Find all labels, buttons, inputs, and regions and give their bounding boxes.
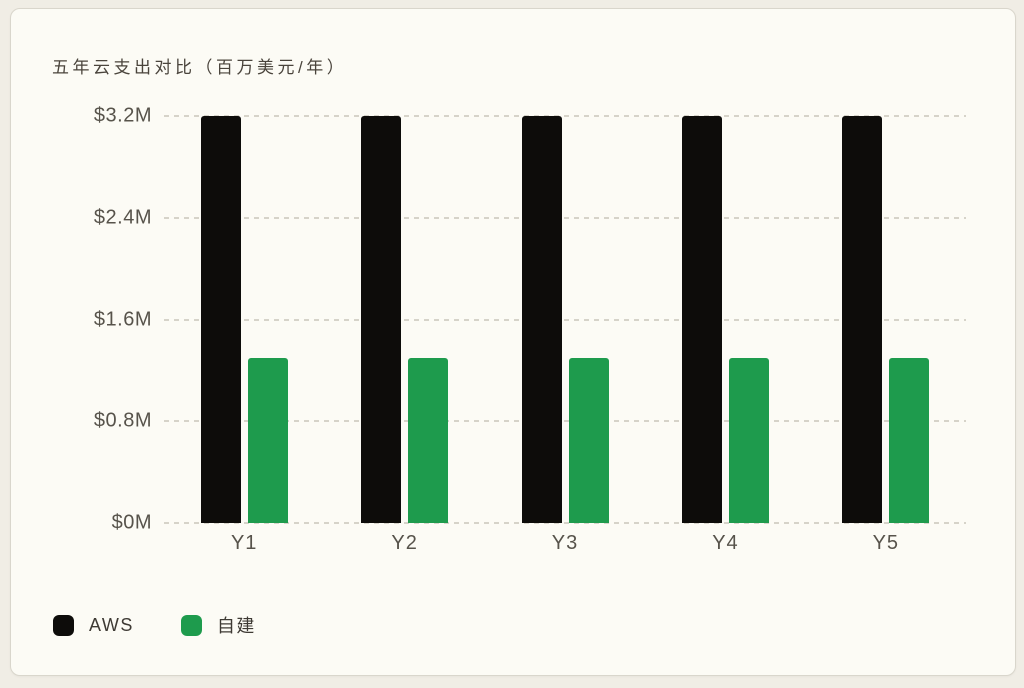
gridline-$1.6M	[164, 318, 966, 321]
legend-label: 自建	[216, 616, 256, 636]
bar-group-Y5	[806, 116, 966, 523]
bar-AWS-Y2	[361, 116, 402, 523]
gridline-$0.8M	[164, 420, 966, 423]
bar-AWS-Y3	[521, 116, 562, 523]
x-tick-label-Y5: Y5	[872, 532, 900, 554]
bar-自建-Y5	[889, 357, 930, 523]
legend-label: AWS	[89, 614, 134, 635]
legend-item-自建: 自建	[180, 612, 256, 638]
legend-item-AWS: AWS	[53, 614, 134, 636]
bar-group-Y4	[645, 116, 805, 523]
chart-card: 五年云支出对比（百万美元/年） $3.2M $2.4M $1.6M $0.8M $0M …	[10, 8, 1016, 676]
y-tick-label: $0.8M	[93, 409, 152, 432]
legend-swatch-icon	[53, 614, 74, 636]
y-tick-label: $1.6M	[93, 308, 152, 330]
bar-group-Y1	[164, 116, 324, 523]
x-axis: Y1 Y2 Y3 Y4 Y5	[164, 532, 966, 562]
bar-自建-Y2	[408, 357, 449, 523]
legend: AWS 自建	[53, 612, 256, 638]
plot-area	[164, 115, 966, 524]
bar-group-Y2	[324, 116, 484, 523]
legend-swatch-icon	[180, 614, 202, 636]
bar-自建-Y3	[568, 357, 609, 523]
bar-AWS-Y5	[842, 116, 883, 523]
x-tick-label-Y2: Y2	[391, 532, 418, 554]
bar-自建-Y4	[728, 357, 769, 523]
x-tick-label-Y4: Y4	[712, 532, 739, 554]
chart-title: 五年云支出对比（百万美元/年）	[52, 58, 348, 77]
y-axis: $3.2M $2.4M $1.6M $0.8M $0M	[31, 105, 152, 534]
bar-AWS-Y4	[681, 116, 722, 523]
bar-group-Y3	[485, 116, 645, 523]
gridline-$2.4M	[164, 216, 966, 219]
y-tick-label: $0M	[111, 511, 152, 534]
y-tick-label: $2.4M	[93, 206, 152, 229]
gridline-$0M	[164, 522, 966, 524]
bar-groups	[164, 116, 966, 523]
y-tick-label: $3.2M	[93, 104, 152, 127]
gridline-$3.2M	[164, 115, 966, 117]
x-tick-label-Y3: Y3	[551, 532, 579, 554]
bar-AWS-Y1	[200, 116, 241, 523]
bar-自建-Y1	[247, 357, 288, 523]
x-tick-label-Y1: Y1	[230, 532, 258, 554]
